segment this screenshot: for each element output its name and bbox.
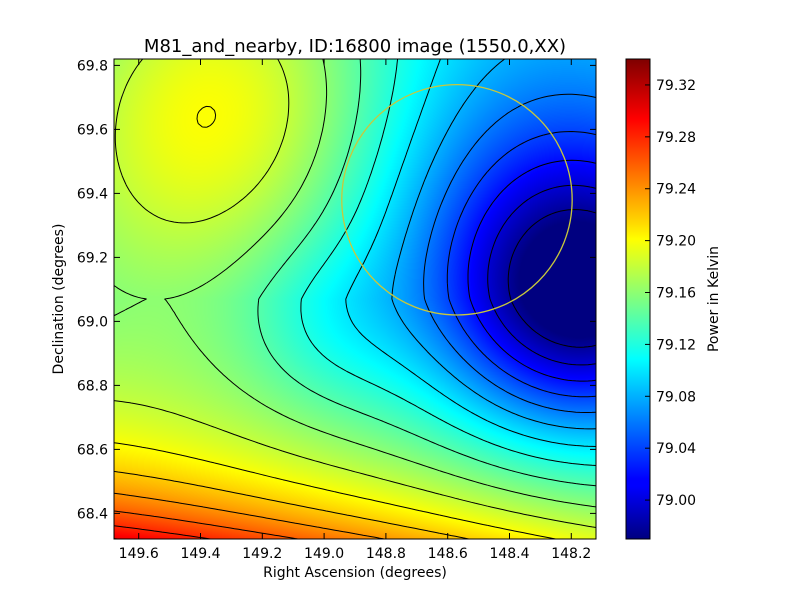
contour-line: [300, 59, 596, 466]
contour-line: [257, 59, 596, 487]
contour-line: [114, 492, 385, 539]
y-tick-label: 69.2: [77, 250, 108, 266]
colorbar-tick-label: 79.12: [656, 337, 696, 353]
x-tick-label: 149.0: [304, 546, 344, 562]
contour-line: [391, 59, 596, 430]
y-tick-label: 69.4: [77, 186, 108, 202]
colorbar-tick-label: 79.04: [656, 441, 696, 457]
contour-line: [114, 105, 556, 539]
contour-line: [114, 470, 470, 539]
y-tick-label: 68.6: [77, 442, 108, 458]
contour-line: [114, 59, 596, 528]
x-axis-label: Right Ascension (degrees): [263, 565, 447, 581]
annotation-circle: [341, 83, 573, 316]
contour-lines: [114, 59, 596, 539]
colorbar-tick-label: 79.00: [656, 493, 696, 509]
contour-line: [446, 131, 596, 398]
y-axis-ticks: 68.4 68.6 68.8 69.0 69.2 69.4 69.6 69.8: [77, 58, 596, 522]
y-tick-label: 69.8: [77, 58, 108, 74]
x-axis-ticks: 149.6 149.4 149.2 149.0 148.8 148.6 148.4 148.2: [119, 59, 591, 562]
colorbar-tick-label: 79.08: [656, 389, 696, 405]
x-tick-label: 148.8: [366, 546, 406, 562]
colorbar-tick-label: 79.28: [656, 130, 696, 146]
x-tick-label: 149.4: [180, 546, 220, 562]
colorbar-tick-label: 79.16: [656, 286, 696, 302]
contour-line: [467, 159, 596, 382]
y-tick-label: 68.4: [77, 506, 108, 522]
contour-line: [423, 93, 596, 413]
colorbar-tick-label: 79.20: [656, 234, 696, 250]
plot-area: 149.6 149.4 149.2 149.0 148.8 148.6 148.4 148.2…: [77, 58, 597, 562]
y-tick-label: 69.6: [77, 122, 108, 138]
colorbar-tick-label: 79.24: [656, 182, 696, 198]
x-tick-label: 148.2: [551, 546, 591, 562]
heatmap-surface: [114, 59, 596, 539]
contour-line: [487, 184, 596, 366]
colorbar-gradient: [625, 58, 651, 540]
contour-line: [345, 59, 596, 447]
y-axis-label: Declination (degrees): [51, 224, 67, 375]
y-tick-label: 68.8: [77, 378, 108, 394]
plot-frame: [113, 58, 597, 540]
colorbar-label: Power in Kelvin: [706, 246, 722, 352]
colorbar: 79.00 79.04 79.08 79.12 79.16 79.20 79.24 79.28…: [625, 58, 722, 540]
x-tick-label: 148.4: [489, 546, 529, 562]
contour-line: [507, 209, 596, 348]
x-tick-label: 149.6: [119, 546, 159, 562]
chart-title: M81_and_nearby, ID:16800 image (1550.0,X…: [144, 36, 566, 57]
x-tick-label: 148.6: [428, 546, 468, 562]
y-tick-label: 69.0: [77, 314, 108, 330]
colorbar-tick-label: 79.32: [656, 78, 696, 94]
x-tick-label: 149.2: [242, 546, 282, 562]
colorbar-ticks: 79.00 79.04 79.08 79.12 79.16 79.20 79.24 79.28…: [645, 78, 696, 509]
